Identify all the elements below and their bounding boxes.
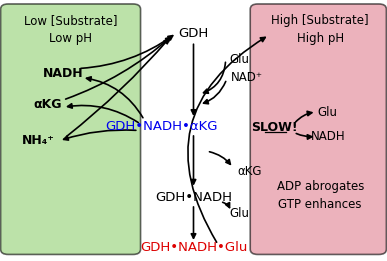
Text: NAD⁺: NAD⁺ — [231, 71, 263, 84]
Text: Glu: Glu — [229, 53, 250, 66]
Text: αKG: αKG — [34, 98, 62, 111]
Text: NH₄⁺: NH₄⁺ — [22, 134, 55, 147]
FancyBboxPatch shape — [1, 4, 140, 254]
Text: GDH•NADH•Glu: GDH•NADH•Glu — [140, 241, 247, 254]
Text: NADH: NADH — [310, 130, 345, 143]
Text: Low [Substrate]: Low [Substrate] — [24, 14, 117, 27]
Text: GDH•NADH: GDH•NADH — [155, 191, 232, 204]
Text: Glu: Glu — [318, 106, 338, 119]
Text: High [Substrate]: High [Substrate] — [271, 14, 369, 27]
Text: GDH•NADH•αKG: GDH•NADH•αKG — [105, 120, 217, 133]
Text: GTP enhances: GTP enhances — [279, 198, 362, 211]
Text: High pH: High pH — [297, 32, 344, 45]
Text: SLOW!: SLOW! — [252, 121, 298, 134]
Text: αKG: αKG — [237, 165, 262, 178]
Text: NADH: NADH — [43, 67, 83, 80]
FancyBboxPatch shape — [250, 4, 386, 254]
Text: ADP abrogates: ADP abrogates — [277, 180, 364, 193]
Text: GDH: GDH — [178, 27, 209, 40]
Text: Low pH: Low pH — [49, 32, 92, 45]
Text: Glu: Glu — [229, 207, 250, 220]
